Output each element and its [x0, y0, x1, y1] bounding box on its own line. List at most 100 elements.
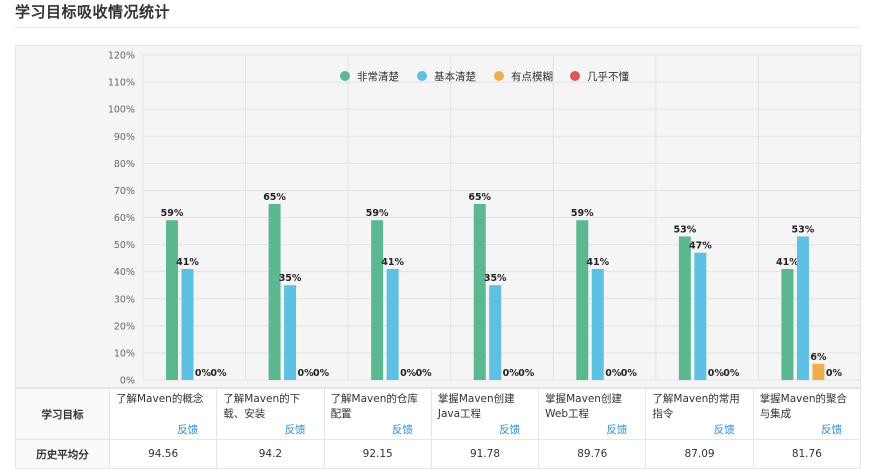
page-title: 学习目标吸收情况统计 [15, 3, 171, 21]
goal-header: 学习目标 [15, 388, 110, 440]
feedback-link[interactable]: 反馈 [391, 423, 413, 436]
data-label: 59% [366, 208, 389, 219]
data-label: 65% [468, 192, 491, 203]
y-tick-label: 0% [120, 376, 135, 387]
data-label: 6% [810, 352, 827, 363]
bar [284, 285, 297, 380]
legend-swatch [340, 71, 350, 81]
feedback-link[interactable]: 反馈 [821, 423, 842, 436]
chart-area [15, 45, 861, 388]
title-divider [15, 27, 860, 28]
bar [268, 203, 281, 380]
data-label: 53% [673, 224, 696, 235]
data-label: 0% [195, 368, 212, 379]
bar [678, 236, 691, 380]
bar [489, 285, 502, 380]
goal-cell: 了解Maven的仓库配置反馈 [323, 388, 432, 440]
goal-cell: 掌握Maven的聚合与集成反馈 [752, 388, 862, 440]
goal-name: 掌握Maven创建Web工程 [545, 392, 622, 420]
goal-name: 了解Maven的常用指令 [652, 392, 740, 420]
goal-name: 掌握Maven创建Java工程 [437, 392, 515, 420]
y-tick-label: 40% [114, 267, 135, 278]
scores-row: 历史平均分 94.56 94.2 92.15 91.78 89.76 87.09… [15, 439, 862, 469]
data-label: 0% [210, 368, 227, 379]
y-tick-label: 60% [114, 213, 135, 224]
data-label: 41% [776, 257, 799, 268]
data-label: 47% [689, 241, 712, 252]
score-cell: 81.76 [752, 439, 862, 469]
goal-cell: 了解Maven的下载、安装反馈 [216, 388, 325, 440]
legend-label: 几乎不懂 [587, 71, 629, 83]
data-label: 41% [176, 257, 199, 268]
bar [694, 252, 707, 380]
y-tick-label: 110% [108, 78, 135, 89]
score-cell: 92.15 [323, 439, 432, 469]
goals-row: 学习目标 了解Maven的概念反馈 了解Maven的下载、安装反馈 了解Mave… [15, 388, 862, 440]
y-tick-label: 120% [108, 51, 135, 62]
feedback-link[interactable]: 反馈 [284, 423, 306, 436]
bar [371, 220, 384, 380]
data-label: 59% [571, 208, 594, 219]
legend-swatch [417, 71, 427, 81]
data-label: 0% [826, 368, 843, 379]
feedback-link[interactable]: 反馈 [713, 423, 735, 436]
goal-name: 了解Maven的概念 [116, 392, 204, 405]
y-tick-label: 30% [114, 294, 135, 305]
goal-cell: 了解Maven的常用指令反馈 [645, 388, 754, 440]
feedback-link[interactable]: 反馈 [177, 423, 199, 436]
goal-name: 了解Maven的下载、安装 [223, 392, 301, 420]
data-label: 0% [400, 368, 417, 379]
data-label: 0% [313, 368, 330, 379]
score-cell: 94.2 [216, 439, 325, 469]
bar [181, 268, 194, 380]
data-label: 41% [381, 257, 404, 268]
data-label: 0% [298, 368, 315, 379]
data-label: 41% [586, 257, 609, 268]
goal-cell: 掌握Maven创建Java工程反馈 [430, 388, 540, 440]
bar [796, 236, 809, 380]
absorption-bar-chart: 0% 10% 20% 30% 40% 50% 60% 70% 80% 90% 100% 110% 120… [108, 51, 861, 387]
y-tick-label: 10% [114, 348, 135, 359]
goal-name: 了解Maven的仓库配置 [330, 392, 418, 420]
data-label: 35% [484, 273, 507, 284]
bar [812, 363, 825, 380]
data-label: 0% [605, 368, 622, 379]
feedback-link[interactable]: 反馈 [606, 423, 628, 436]
y-tick-label: 100% [108, 105, 135, 116]
bar [386, 268, 399, 380]
data-label: 53% [792, 224, 815, 235]
data-label: 35% [279, 273, 302, 284]
bar [781, 268, 794, 380]
score-cell: 91.78 [430, 439, 540, 469]
data-label: 0% [621, 368, 638, 379]
bar [166, 220, 178, 380]
legend-swatch [494, 71, 504, 81]
y-tick-label: 70% [114, 186, 135, 197]
bar [591, 268, 604, 380]
score-cell: 94.56 [108, 439, 218, 469]
data-label: 0% [518, 368, 535, 379]
goals-table: 学习目标 了解Maven的概念反馈 了解Maven的下载、安装反馈 了解Mave… [15, 388, 862, 469]
y-tick-label: 50% [114, 240, 135, 251]
y-tick-label: 90% [114, 132, 135, 143]
legend-label: 基本清楚 [434, 70, 476, 83]
score-cell: 87.09 [645, 439, 754, 469]
legend-swatch [570, 71, 580, 81]
feedback-link[interactable]: 反馈 [499, 423, 521, 436]
data-label: 59% [161, 208, 184, 219]
bar [576, 220, 589, 380]
y-tick-label: 80% [114, 159, 135, 170]
data-label: 0% [723, 368, 740, 379]
score-header: 历史平均分 [15, 439, 110, 469]
data-label: 65% [263, 192, 286, 203]
goal-cell: 了解Maven的概念反馈 [108, 388, 218, 440]
goal-cell: 掌握Maven创建Web工程反馈 [538, 388, 647, 440]
score-cell: 89.76 [538, 439, 647, 469]
data-label: 0% [503, 368, 520, 379]
bar [473, 203, 486, 380]
legend-label: 有点模糊 [511, 70, 553, 83]
y-tick-label: 20% [114, 321, 135, 332]
goal-name: 掌握Maven的聚合与集成 [759, 392, 848, 420]
data-label: 0% [708, 368, 725, 379]
data-label: 0% [416, 368, 433, 379]
